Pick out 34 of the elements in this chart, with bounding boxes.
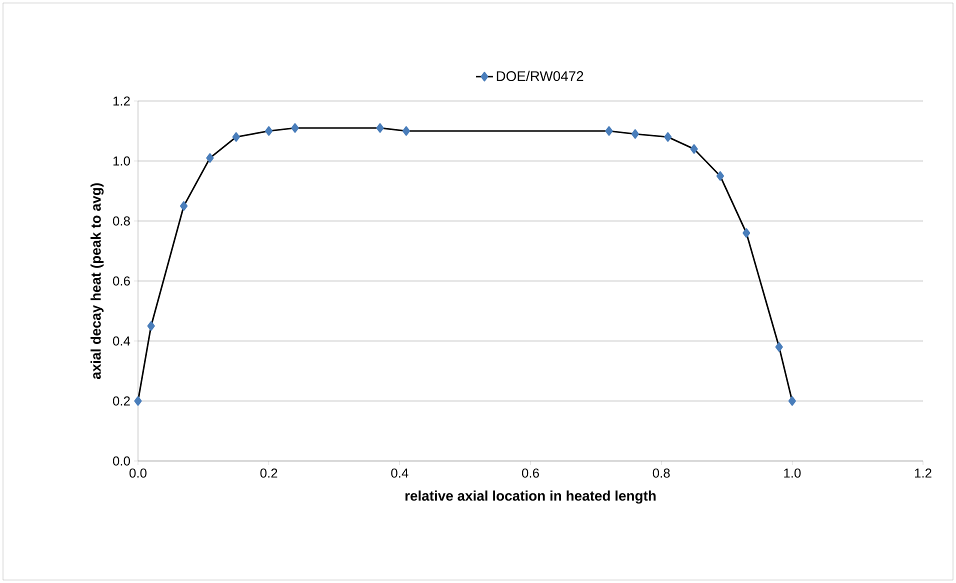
point — [232, 132, 240, 142]
point — [742, 228, 750, 238]
point — [775, 342, 783, 352]
point — [147, 321, 155, 331]
point — [664, 132, 672, 142]
x-tick-label: 0.8 — [652, 468, 670, 478]
y-tick-label: 0.2 — [112, 396, 130, 406]
legend-label: DOE/RW0472 — [496, 70, 584, 82]
y-tick-label: 1.0 — [113, 156, 130, 166]
point — [716, 171, 724, 181]
x-tick-label: 0.0 — [130, 468, 147, 478]
point — [265, 126, 273, 136]
x-tick-label: 0.6 — [522, 468, 539, 478]
point — [690, 144, 698, 154]
y-tick-label: 1.2 — [113, 96, 130, 106]
x-tick-label: 0.4 — [391, 468, 408, 478]
point — [180, 201, 188, 211]
point — [291, 123, 299, 133]
point — [206, 153, 214, 163]
y-tick-label: 0.0 — [112, 456, 130, 466]
x-tick-label: 0.2 — [260, 468, 278, 478]
x-axis-title: relative axial location in heated length — [405, 490, 656, 504]
point — [788, 396, 796, 406]
point — [605, 126, 613, 136]
y-axis-title: axial decay heat (peak to avg) — [90, 183, 104, 380]
y-tick-label: 0.8 — [112, 216, 130, 226]
point — [402, 126, 410, 136]
y-tick-label: 0.6 — [112, 276, 130, 286]
point — [376, 123, 384, 133]
x-tick-label: 1.0 — [784, 468, 801, 478]
y-tick-label: 0.4 — [112, 336, 130, 346]
point — [134, 396, 142, 406]
x-tick-label: 1.2 — [914, 468, 932, 478]
point — [631, 129, 639, 139]
